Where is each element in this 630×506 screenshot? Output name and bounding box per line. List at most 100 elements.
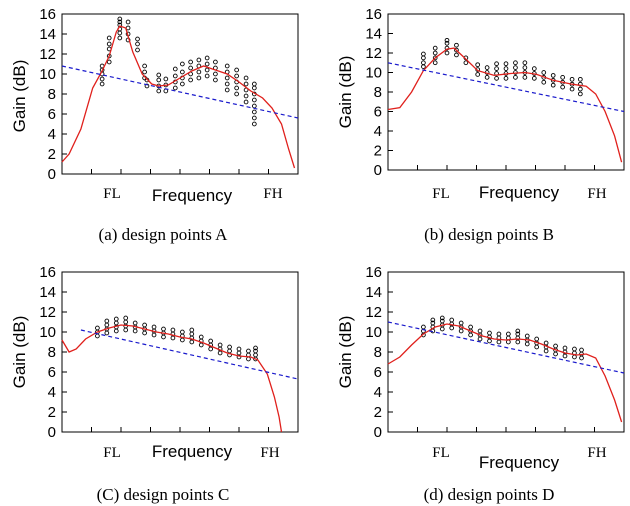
panel-c-x-axis-label: Frequency [152,442,233,461]
panel-b-y-axis-label: Gain (dB) [336,56,355,129]
panel-c-grid-ticks [91,427,269,432]
panel-a-data-point [234,73,239,79]
panel-d-data-point [515,328,521,334]
panel-c-data-point [180,329,185,335]
panel-d-data-point [468,324,473,330]
panel-a-data-point [251,109,257,115]
panel-b-y-tick-label: 2 [374,143,382,160]
panel-b-data-point [577,76,583,82]
panel-c-data-point [189,339,195,345]
panel-b-data-point [484,65,490,70]
panel-a-data-point [156,72,162,78]
panel-a-data-point [117,19,123,25]
panel-a-data-point [172,66,178,72]
panel-c-data-point [104,318,110,324]
panel-d-trend-line [387,321,625,374]
panel-a-data-point [224,81,230,87]
panel-a-data-point [188,59,193,65]
panel-d-data-point [506,331,511,337]
panel-a-data-point [196,69,202,75]
panel-d-data-point [487,338,492,344]
panel-d-data-point [543,340,549,346]
panel-d-data-point [579,347,584,353]
panel-c-caption: (C) design points C [97,485,230,504]
panel-d-data-point [553,343,558,349]
panel-b-data-point [444,40,450,46]
panel-a-data-point [213,71,218,77]
panel-b-data-point [550,82,556,88]
panel-d-data-point [477,328,483,334]
panel-a-y-tick-label: 12 [39,46,56,63]
panel-b-x-tick-fl: FL [432,186,450,202]
panel-c-data-point [123,327,129,333]
panel-d-data-point [515,339,521,345]
panel-d-data-point [572,354,577,360]
panel-c-y-tick-label: 10 [39,324,56,341]
panel-b-caption: (b) design points B [424,225,554,244]
panel-c-data-point [104,322,110,328]
panel-b-x-axis-label: Frequency [479,183,560,202]
panel-a-gain-curve [61,25,296,169]
panel-a-data-point [180,61,185,67]
panel-a-y-tick-label: 10 [39,66,56,83]
panel-d-data-point [553,351,558,357]
panel-a-data-point [243,75,249,81]
panel-a-y-tick-label: 0 [48,166,56,183]
panel-c-data-point [198,342,204,348]
panel-b-data-point [577,86,583,92]
panel-c-gain-curve [61,324,283,433]
panel-c-y-tick-label: 4 [48,384,56,401]
panel-a-data-point [243,81,249,87]
panel-c-data-point [236,350,242,356]
panel-a-y-tick-label: 4 [48,126,56,143]
panel-c-data-point [95,333,100,339]
panel-b-y-tick-label: 4 [374,123,382,140]
panel-b-data-point [463,60,469,66]
panel-c-data-point [142,322,147,328]
panel-c-data-point [113,316,119,322]
panel-a-data-point [117,30,123,36]
panel-b-y-tick-label: 0 [374,162,382,179]
panel-c-y-tick-label: 8 [48,344,56,361]
panel-c-data-point [236,346,242,352]
panel-c-y-tick-label: 16 [39,264,56,281]
panel-c-y-tick-label: 12 [39,304,56,321]
panel-b-data-point [569,76,575,82]
panel-b-data-point [513,60,518,66]
panel-a-trend-line [61,65,299,119]
panel-c-data-point [208,338,214,344]
panel-a-grid-ticks [91,169,269,174]
panel-c-trend-line [80,329,299,380]
panel-a-data-point [204,67,210,73]
panel-c-data-point [161,326,166,332]
panel-b-data-point [421,60,426,66]
panel-d-data-point [524,333,530,339]
panel-a-data-point [106,35,112,41]
panel-a-y-tick-label: 16 [39,6,56,23]
panel-b-x-tick-fh: FH [587,186,606,202]
panel-c-y-ticks: 0 2 4 6 8 10 12 14 16 [39,264,67,441]
panel-a-data-point [180,69,185,75]
panel-a-data-point [204,61,210,67]
panel-c-data-point [253,352,258,358]
panel-a-data-point [99,81,105,87]
panel-a-y-tick-label: 2 [48,146,56,163]
panel-c-data-point [113,320,119,326]
panel-a-data-point [204,73,210,79]
panel-c-data-point [161,334,166,340]
panel-c-x-tick-fh: FH [260,445,279,461]
panel-a-data-point [135,47,140,53]
panel-a-y-tick-label: 14 [39,26,56,43]
panel-c-marks [61,315,299,433]
panel-a-data-point [180,81,185,87]
panel-b-data-point [484,75,490,80]
panel-d-y-tick-label: 6 [374,364,382,381]
panel-b-data-point [522,75,528,80]
panel-a-data-point [142,69,147,75]
panel-d-data-point [572,346,577,352]
panel-c-data-point [208,346,214,352]
panel-a-plot-frame [61,13,299,175]
